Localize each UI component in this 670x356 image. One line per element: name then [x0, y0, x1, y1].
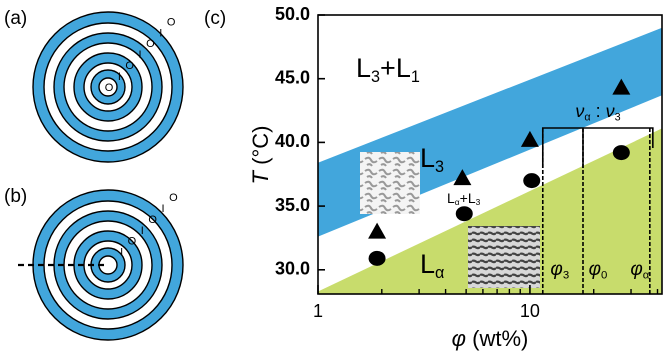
text-part: L: [447, 190, 455, 206]
text-part: φ: [589, 259, 601, 280]
circle-point: [456, 206, 473, 221]
figure: (a)OIOIOIO(b)IOIOIO (c)φ3φ0φανα : ν3L3+L…: [0, 0, 670, 356]
y-tick-label: 30.0: [275, 259, 310, 279]
sponge-inset: [360, 152, 420, 214]
ratio-label: να : ν3: [575, 101, 620, 124]
lamellar-inset: [468, 226, 540, 288]
panel-label: (b): [4, 186, 27, 207]
ring-label: O: [167, 16, 176, 28]
text-part: 3: [371, 68, 380, 86]
text-part: :: [591, 101, 606, 121]
triangle-point: [368, 223, 386, 239]
ring-label: I: [141, 225, 144, 237]
text-part: φ: [630, 259, 642, 280]
text-part: ν: [606, 101, 615, 121]
text-part: φ: [550, 259, 562, 280]
text-part: 3: [435, 158, 444, 176]
text-part: ν: [575, 101, 584, 121]
ring-label: O: [169, 192, 178, 204]
text-part: 3: [476, 197, 481, 207]
ring-label: I: [120, 247, 123, 259]
text-part: (wt%): [466, 326, 528, 351]
text-part: L: [420, 143, 435, 173]
phase-label: L3+L1: [356, 53, 420, 86]
phase-label: Lα+L3: [447, 190, 481, 208]
ring-label: O: [105, 82, 114, 94]
x-tick-label: 1: [313, 301, 323, 321]
y-tick-label: 35.0: [275, 195, 310, 215]
text-part: +L: [380, 53, 411, 83]
ring-label: I: [118, 71, 121, 83]
ring-label: I: [139, 49, 142, 61]
text-part: 0: [601, 270, 607, 282]
x-axis-label: φ (wt%): [452, 326, 529, 351]
y-tick-label: 40.0: [275, 131, 310, 151]
ring-label: I: [161, 203, 164, 215]
x-tick-label: 10: [520, 301, 540, 321]
text-part: 3: [563, 270, 569, 282]
text-part: 1: [411, 68, 420, 86]
text-part: φ: [452, 326, 466, 351]
text-part: L: [420, 249, 435, 279]
y-tick-label: 50.0: [275, 4, 310, 24]
panel-label: (c): [204, 8, 226, 29]
y-tick-label: 45.0: [275, 67, 310, 87]
ring-label: O: [128, 236, 137, 248]
text-part: α: [435, 264, 444, 282]
circle-point: [613, 145, 630, 160]
circle-point: [369, 251, 386, 266]
text-part: L: [356, 53, 371, 83]
text-part: α: [643, 270, 650, 282]
y-axis-label: T (°C): [248, 126, 273, 185]
circle-point: [523, 173, 540, 188]
ring-label: O: [148, 214, 157, 226]
text-part: 3: [615, 111, 621, 123]
ring-label: O: [125, 60, 134, 72]
ring-label: I: [159, 27, 162, 39]
panel-label: (a): [4, 8, 27, 29]
text-part: (°C): [248, 126, 273, 171]
text-part: +L: [460, 190, 476, 206]
ring-label: O: [146, 38, 155, 50]
